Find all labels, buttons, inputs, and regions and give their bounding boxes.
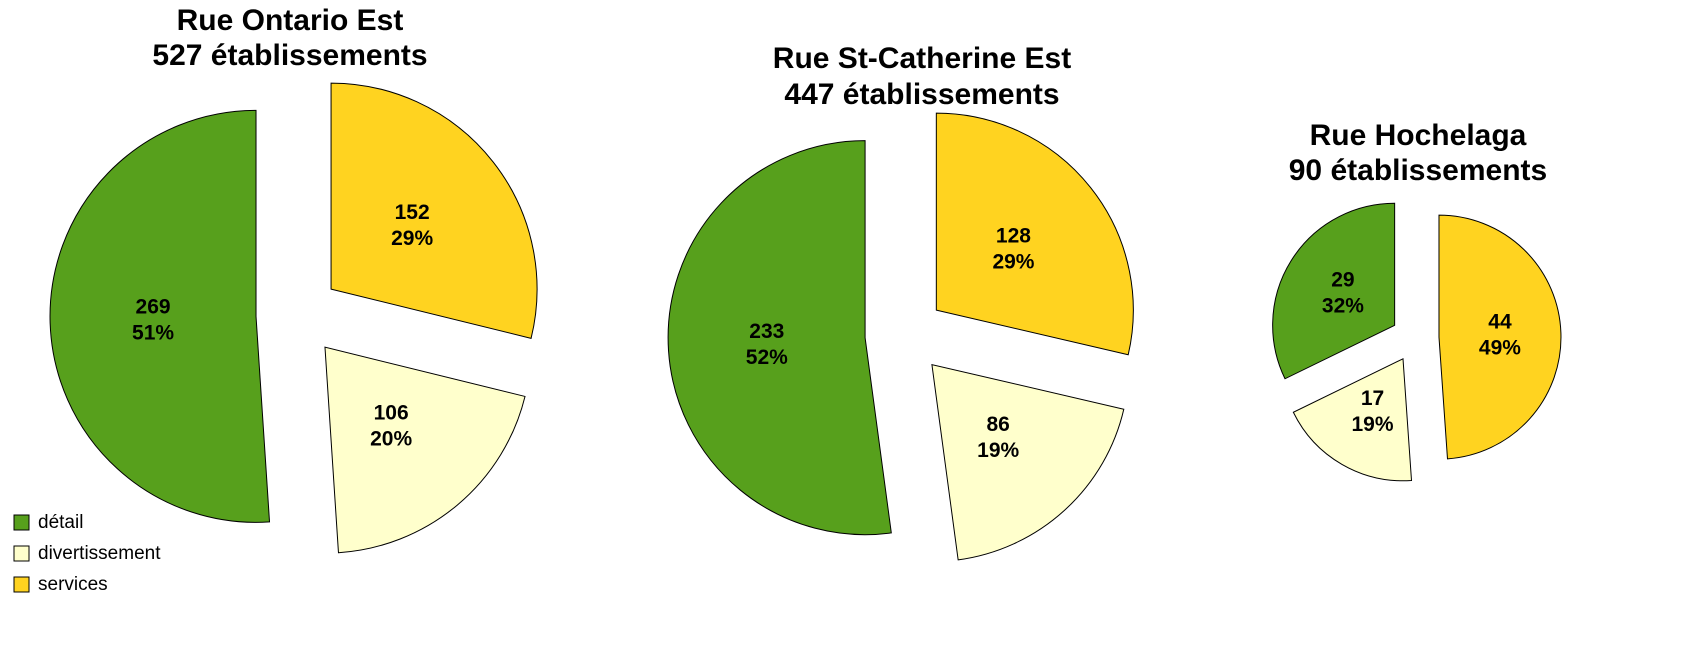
slice-value: 29 (1331, 269, 1354, 292)
slice-percent: 32% (1322, 295, 1364, 318)
legend-swatch (13, 545, 30, 562)
slice-value: 106 (374, 402, 409, 425)
slice-value: 269 (136, 295, 171, 318)
slice-value: 128 (996, 224, 1031, 247)
pie-slice (330, 82, 538, 339)
slice-percent: 52% (746, 346, 788, 369)
slice-value: 17 (1361, 387, 1384, 410)
chart-title: 90 établissements (1289, 154, 1547, 187)
legend-swatch (13, 576, 30, 593)
slice-value: 86 (987, 413, 1010, 436)
slice-percent: 49% (1479, 337, 1521, 360)
slice-percent: 51% (132, 321, 174, 344)
pie-slice (931, 363, 1125, 561)
chart-title: 447 établissements (784, 78, 1059, 111)
pie-slice (49, 109, 271, 523)
pie-slice (935, 112, 1134, 356)
slice-percent: 29% (992, 250, 1034, 273)
pie-slice (324, 346, 526, 554)
slice-percent: 20% (370, 428, 412, 451)
slice-value: 44 (1488, 311, 1512, 334)
chart-title: 527 établissements (152, 39, 427, 72)
pie-slice (1438, 214, 1562, 460)
legend-label: divertissement (38, 543, 161, 564)
chart-title: Rue St-Catherine Est (773, 42, 1071, 75)
slice-percent: 19% (1351, 413, 1393, 436)
legend-label: services (38, 574, 108, 595)
pie-slice (1292, 358, 1413, 482)
slice-value: 152 (395, 201, 430, 224)
chart-title: Rue Hochelaga (1310, 119, 1527, 152)
slice-percent: 29% (391, 227, 433, 250)
pie-slice (1272, 202, 1396, 380)
legend-label: détail (38, 512, 83, 533)
legend-swatch (13, 514, 30, 531)
chart-title: Rue Ontario Est (177, 4, 404, 37)
slice-percent: 19% (977, 439, 1019, 462)
slice-value: 233 (749, 320, 784, 343)
pie-slice (667, 140, 892, 536)
